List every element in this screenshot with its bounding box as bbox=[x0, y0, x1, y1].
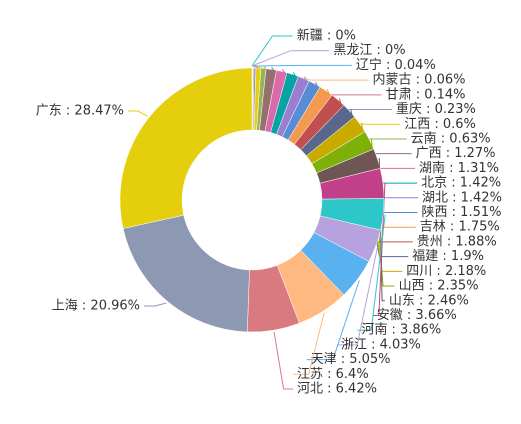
data-label: 陕西 : 1.51% bbox=[422, 205, 502, 220]
leader-line bbox=[357, 214, 386, 331]
data-label: 新疆 : 0% bbox=[297, 28, 356, 44]
data-label: 安徽 : 3.66% bbox=[377, 308, 457, 323]
data-label: 河北 : 6.42% bbox=[297, 382, 377, 397]
leader-line bbox=[372, 183, 386, 316]
leader-line bbox=[251, 50, 330, 67]
leader-line bbox=[252, 64, 352, 67]
data-label: 辽宁 : 0.04% bbox=[356, 57, 436, 73]
data-label: 吉林 : 1.75% bbox=[420, 220, 500, 235]
slice bbox=[119, 67, 253, 229]
leader-line bbox=[306, 280, 360, 361]
data-label: 黑龙江 : 0% bbox=[333, 43, 405, 58]
leader-line bbox=[144, 302, 167, 307]
data-label: 浙江 : 4.03% bbox=[341, 337, 421, 352]
slice bbox=[122, 214, 250, 333]
data-label: 贵州 : 1.88% bbox=[417, 234, 497, 249]
leader-line bbox=[273, 332, 293, 390]
data-label: 福建 : 1.9% bbox=[412, 249, 484, 264]
leader-line bbox=[251, 35, 293, 67]
data-label: 天津 : 5.05% bbox=[311, 352, 391, 367]
data-label: 广东 : 28.47% bbox=[36, 104, 124, 119]
leader-line bbox=[293, 312, 325, 375]
data-label: 湖北 : 1.42% bbox=[422, 190, 502, 205]
data-label: 重庆 : 0.23% bbox=[396, 101, 476, 117]
data-label: 江西 : 0.6% bbox=[404, 117, 476, 132]
data-label: 山西 : 2.35% bbox=[399, 279, 479, 294]
data-label: 广西 : 1.27% bbox=[416, 146, 496, 161]
data-label: 四川 : 2.18% bbox=[406, 264, 486, 279]
data-label: 甘肃 : 0.14% bbox=[386, 87, 466, 102]
data-label: 河南 : 3.86% bbox=[361, 322, 441, 338]
data-label: 北京 : 1.42% bbox=[421, 176, 501, 191]
data-label: 湖南 : 1.31% bbox=[419, 160, 499, 176]
leader-line bbox=[336, 246, 379, 346]
data-label: 云南 : 0.63% bbox=[411, 130, 491, 146]
data-label: 内蒙古 : 0.06% bbox=[373, 72, 466, 88]
data-label: 江苏 : 6.4% bbox=[297, 366, 369, 382]
data-label: 上海 : 20.96% bbox=[52, 299, 140, 314]
data-label: 山东 : 2.46% bbox=[389, 293, 469, 308]
leader-line bbox=[128, 110, 148, 117]
